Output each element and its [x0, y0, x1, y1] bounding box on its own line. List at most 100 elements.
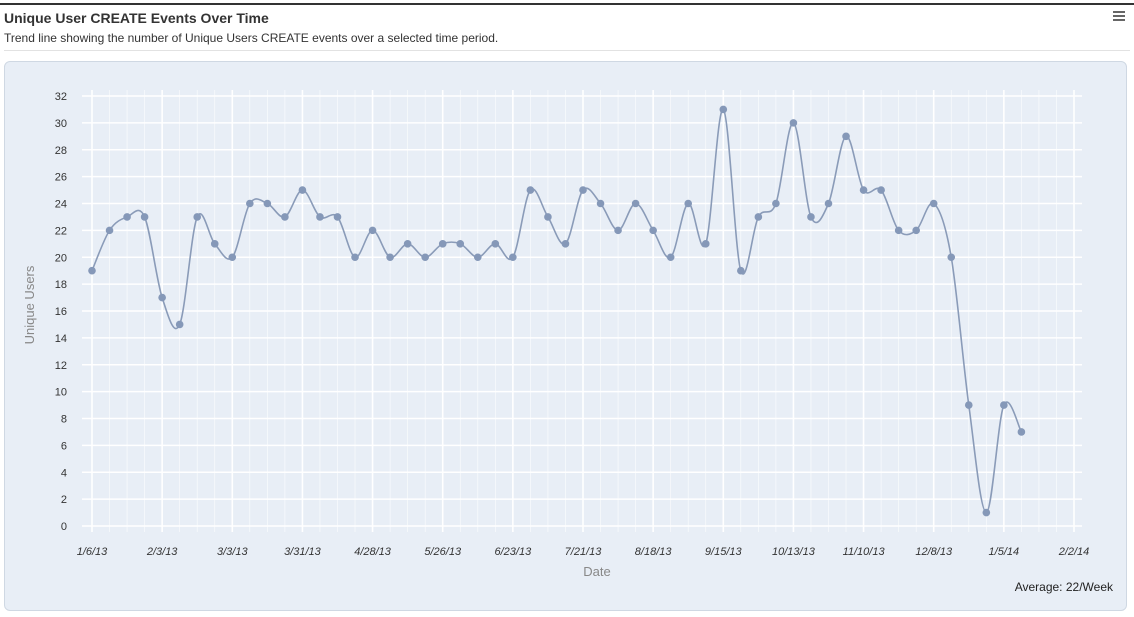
x-tick-label: 3/3/13	[217, 546, 248, 558]
data-point[interactable]	[772, 199, 780, 208]
data-point[interactable]	[351, 253, 359, 262]
data-point[interactable]	[614, 226, 622, 235]
data-point[interactable]	[596, 199, 605, 208]
chart-panel: 0 2 4 6 8 10 12 14 16 18 20 22 24 26 28 30 32 1/6/13 2/3/…	[4, 61, 1127, 611]
data-point[interactable]	[947, 253, 956, 262]
x-tick-label: 10/13/13	[772, 546, 816, 558]
y-tick-label: 14	[55, 333, 67, 345]
data-point[interactable]	[544, 213, 552, 221]
data-point[interactable]	[368, 226, 377, 235]
data-point[interactable]	[175, 320, 184, 329]
data-point[interactable]	[193, 213, 202, 221]
data-point[interactable]	[579, 186, 587, 194]
data-point[interactable]	[1017, 428, 1026, 436]
data-point[interactable]	[473, 253, 482, 262]
data-point[interactable]	[929, 199, 938, 208]
data-point[interactable]	[386, 253, 394, 262]
hamburger-menu-icon[interactable]	[1113, 9, 1125, 23]
x-tick-label: 6/23/13	[495, 546, 533, 558]
data-point[interactable]	[894, 226, 903, 235]
x-tick-label: 1/6/13	[77, 546, 108, 558]
data-point[interactable]	[649, 226, 657, 235]
y-tick-label: 8	[61, 414, 67, 426]
header-divider	[4, 50, 1130, 51]
data-point[interactable]	[807, 213, 815, 221]
chart-title: Unique User CREATE Events Over Time	[4, 10, 269, 26]
data-point[interactable]	[158, 293, 166, 302]
data-point[interactable]	[263, 199, 272, 208]
y-tick-label: 6	[61, 440, 67, 452]
data-point[interactable]	[491, 240, 500, 248]
data-point[interactable]	[719, 105, 728, 114]
y-tick-label: 24	[55, 199, 67, 211]
data-point[interactable]	[456, 240, 465, 248]
chart-subtitle: Trend line showing the number of Unique …	[4, 31, 499, 45]
data-point[interactable]	[298, 186, 307, 194]
data-point[interactable]	[789, 119, 798, 127]
data-point[interactable]	[281, 213, 289, 221]
x-tick-label: 2/2/14	[1058, 546, 1090, 558]
y-tick-label: 16	[55, 306, 67, 318]
x-axis-ticks: 1/6/13 2/3/13 3/3/13 3/31/13 4/28/13 5/26/13 6…	[77, 546, 1090, 558]
y-tick-label: 26	[55, 172, 67, 184]
data-point[interactable]	[701, 240, 710, 248]
y-tick-label: 0	[61, 521, 67, 533]
x-tick-label: 4/28/13	[354, 546, 392, 558]
data-point[interactable]	[684, 199, 693, 208]
data-point[interactable]	[824, 199, 833, 208]
data-point[interactable]	[631, 199, 640, 208]
data-point[interactable]	[982, 508, 991, 517]
y-tick-label: 18	[55, 279, 67, 291]
y-tick-label: 4	[61, 467, 67, 479]
data-point[interactable]	[877, 186, 885, 194]
data-point[interactable]	[140, 213, 149, 221]
chart-header: Unique User CREATE Events Over Time Tren…	[4, 10, 1134, 46]
data-point[interactable]	[754, 213, 763, 221]
x-tick-label: 9/15/13	[705, 546, 743, 558]
x-tick-label: 8/18/13	[635, 546, 673, 558]
data-point[interactable]	[912, 226, 920, 235]
data-point[interactable]	[123, 213, 131, 221]
data-point[interactable]	[842, 132, 850, 141]
data-point[interactable]	[403, 240, 412, 248]
y-tick-label: 12	[55, 360, 67, 372]
x-tick-label: 1/5/14	[989, 546, 1020, 558]
data-point[interactable]	[859, 186, 868, 194]
data-point[interactable]	[88, 266, 96, 275]
data-point[interactable]	[210, 240, 219, 248]
y-tick-label: 30	[55, 118, 67, 130]
x-axis-label: Date	[583, 564, 610, 579]
y-tick-label: 2	[61, 494, 67, 506]
y-tick-label: 32	[55, 91, 67, 103]
data-point[interactable]	[737, 266, 745, 275]
data-point[interactable]	[421, 253, 429, 262]
data-points	[88, 105, 1026, 517]
data-point[interactable]	[438, 240, 447, 248]
y-tick-label: 20	[55, 252, 67, 264]
data-point[interactable]	[666, 253, 675, 262]
x-tick-label: 2/3/13	[146, 546, 178, 558]
data-point[interactable]	[964, 401, 973, 409]
data-point[interactable]	[228, 253, 237, 262]
data-point[interactable]	[105, 226, 114, 235]
grid-lines	[82, 90, 1082, 532]
y-tick-label: 22	[55, 225, 67, 237]
y-axis-label: Unique Users	[22, 265, 37, 344]
data-point[interactable]	[333, 213, 342, 221]
data-point[interactable]	[316, 213, 324, 221]
data-point[interactable]	[1000, 401, 1008, 409]
y-tick-label: 28	[55, 145, 67, 157]
x-tick-label: 3/31/13	[284, 546, 322, 558]
average-label: Average: 22/Week	[1014, 580, 1113, 594]
x-tick-label: 7/21/13	[565, 546, 603, 558]
data-point[interactable]	[246, 199, 254, 208]
data-point[interactable]	[561, 240, 570, 248]
data-point[interactable]	[526, 186, 535, 194]
data-point[interactable]	[509, 253, 517, 262]
top-border	[0, 3, 1134, 5]
x-tick-label: 11/10/13	[843, 546, 886, 558]
x-tick-label: 5/26/13	[424, 546, 462, 558]
x-tick-label: 12/8/13	[915, 546, 953, 558]
